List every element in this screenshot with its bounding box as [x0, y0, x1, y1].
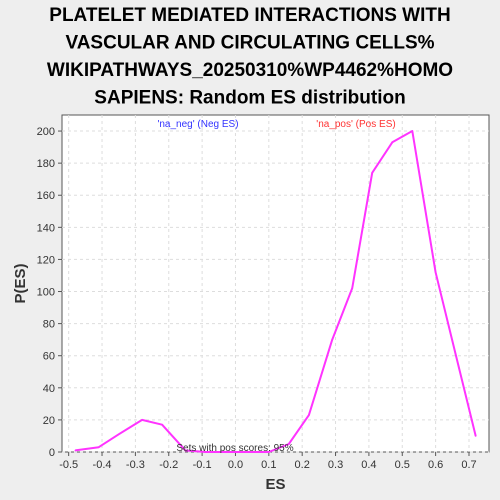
x-tick-label: -0.4: [93, 459, 112, 471]
x-tick-label: 0.4: [361, 459, 376, 471]
data-point: [371, 171, 374, 174]
legend-pos-label: 'na_pos' (Pos ES): [316, 119, 395, 130]
y-axis-label: P(ES): [12, 263, 29, 303]
x-axis-label: ES: [265, 476, 285, 493]
pos-scores-annotation: Sets with pos scores: 95%: [176, 443, 293, 454]
y-tick-label: 140: [37, 222, 55, 234]
y-tick-label: 180: [37, 158, 55, 170]
x-tick-label: 0.1: [261, 459, 276, 471]
y-tick-label: 120: [37, 254, 55, 266]
x-tick-label: 0.2: [295, 459, 310, 471]
data-point: [434, 271, 437, 274]
x-tick-label: -0.2: [159, 459, 178, 471]
data-point: [308, 414, 310, 416]
data-point: [74, 449, 77, 452]
data-point: [204, 451, 207, 453]
y-tick-label: 40: [43, 383, 55, 395]
x-tick-label: 0.0: [228, 459, 243, 471]
plot-area: [61, 114, 490, 453]
y-tick-label: 20: [43, 415, 55, 427]
x-tick-label: 0.7: [461, 459, 476, 471]
data-point: [268, 451, 270, 453]
x-tick-label: -0.3: [126, 459, 145, 471]
data-point: [97, 446, 100, 448]
data-point: [141, 419, 143, 421]
x-tick-label: -0.1: [193, 459, 212, 471]
title-line-1: PLATELET MEDIATED INTERACTIONS WITH: [49, 5, 450, 26]
x-tick-label: 0.3: [328, 459, 343, 471]
data-point: [288, 443, 290, 445]
data-point: [391, 141, 394, 144]
axis-ticks: -0.5 -0.4 -0.3 -0.2 -0.1 0.0 0.1 0.2 0.3 0.4 0.5 0.…: [37, 126, 477, 471]
title-line-4: SAPIENS: Random ES distribution: [94, 88, 405, 109]
data-point: [227, 451, 230, 453]
series-group: [74, 130, 477, 453]
data-point: [331, 338, 334, 341]
series-line-0: [75, 130, 477, 453]
x-tick-label: -0.5: [59, 459, 78, 471]
data-point: [411, 130, 414, 132]
y-tick-label: 60: [43, 351, 55, 363]
y-tick-label: 0: [49, 447, 55, 459]
x-tick-label: 0.6: [428, 459, 443, 471]
data-point: [184, 449, 187, 452]
data-point: [117, 433, 120, 436]
title-line-2: VASCULAR AND CIRCULATING CELLS%: [65, 33, 434, 54]
x-tick-label: 0.5: [395, 459, 410, 471]
data-point: [248, 451, 250, 453]
data-point: [474, 435, 477, 437]
legend-neg-label: 'na_neg' (Neg ES): [157, 119, 238, 130]
y-tick-label: 200: [37, 126, 55, 138]
data-point: [161, 423, 163, 426]
title-line-3: WIKIPATHWAYS_20250310%WP4462%HOMO: [47, 60, 453, 81]
chart-title: PLATELET MEDIATED INTERACTIONS WITH VASCU…: [47, 5, 453, 109]
data-point: [351, 287, 354, 290]
y-tick-label: 80: [43, 319, 55, 331]
y-tick-label: 160: [37, 190, 55, 202]
y-tick-label: 100: [37, 287, 55, 299]
data-point: [454, 353, 457, 355]
